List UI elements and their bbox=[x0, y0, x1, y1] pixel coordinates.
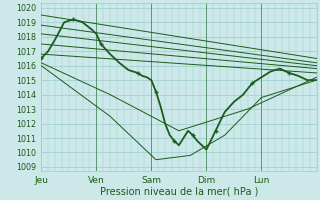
X-axis label: Pression niveau de la mer( hPa ): Pression niveau de la mer( hPa ) bbox=[100, 187, 258, 197]
